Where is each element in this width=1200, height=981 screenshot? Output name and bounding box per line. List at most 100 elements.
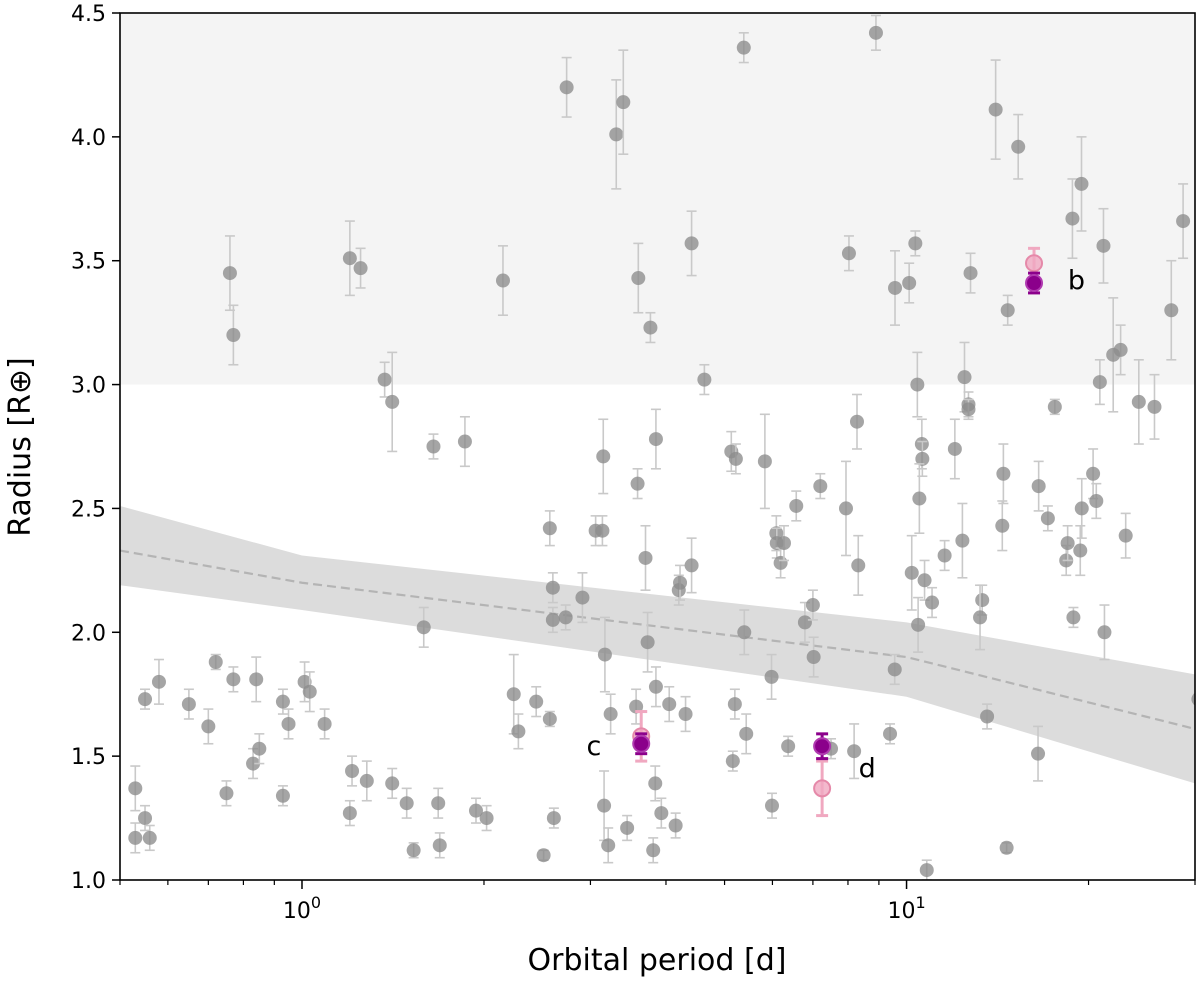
field-planet <box>995 500 1010 552</box>
field-planet <box>868 14 883 51</box>
field-planet <box>151 658 166 705</box>
field-planet-marker <box>353 261 368 276</box>
field-planet-marker <box>1074 501 1089 516</box>
planet-b-alt-marker <box>1025 254 1044 273</box>
field-planet-marker <box>902 276 917 291</box>
field-planet-marker <box>640 635 655 650</box>
field-planet-marker <box>999 840 1014 855</box>
field-planet-marker <box>201 719 216 734</box>
field-planet <box>345 755 360 787</box>
field-planet <box>1060 524 1075 562</box>
field-planet-marker <box>673 575 688 590</box>
field-planet-marker <box>643 320 658 335</box>
field-planet <box>399 787 414 819</box>
field-planet <box>684 537 699 594</box>
field-planet <box>603 693 618 735</box>
field-planet <box>609 79 624 190</box>
field-planet-marker <box>1131 394 1146 409</box>
field-planet-marker <box>773 555 788 570</box>
field-planet <box>353 247 368 289</box>
field-planet-marker <box>980 709 995 724</box>
field-planet-marker <box>638 550 653 565</box>
field-planet <box>1147 373 1162 440</box>
field-planet <box>925 586 940 619</box>
field-planet <box>406 842 421 859</box>
y-tick-label: 3.5 <box>71 250 106 275</box>
field-planet-marker <box>601 838 616 853</box>
field-planet <box>377 361 392 398</box>
field-planet-marker <box>603 707 618 722</box>
field-planet <box>616 49 631 155</box>
field-planet-marker <box>631 271 646 286</box>
y-tick-label: 2.0 <box>71 621 106 646</box>
x-tick-label: 100 <box>283 893 321 924</box>
field-planet <box>648 765 663 802</box>
field-planet-marker <box>654 806 669 821</box>
field-planet-marker <box>545 580 560 595</box>
field-planet-marker <box>1011 139 1026 154</box>
field-planet <box>1096 207 1111 284</box>
field-planet <box>764 653 779 700</box>
field-planet <box>757 413 772 510</box>
planet-label-d: d <box>859 754 876 785</box>
field-planet <box>1118 512 1133 559</box>
field-planet-marker <box>432 838 447 853</box>
field-planet <box>342 220 357 297</box>
field-planet-marker <box>1096 238 1111 253</box>
field-planet-marker <box>961 402 976 417</box>
valley-trend-line <box>120 549 1195 730</box>
field-planet <box>575 572 590 624</box>
field-planet <box>1040 505 1055 532</box>
field-planet-marker <box>431 796 446 811</box>
field-planet-marker <box>506 687 521 702</box>
field-planet-marker <box>208 655 223 670</box>
field-planet <box>678 695 693 733</box>
field-planet <box>385 767 400 800</box>
field-planet <box>851 534 866 596</box>
field-planet-marker <box>728 451 743 466</box>
field-planet <box>302 671 317 713</box>
field-planet-marker <box>975 593 990 608</box>
field-planet-marker <box>246 756 261 771</box>
field-planet <box>849 393 864 450</box>
field-planet-marker <box>377 372 392 387</box>
field-planet <box>529 685 544 718</box>
field-planet <box>737 609 752 656</box>
field-planet-marker <box>609 127 624 142</box>
field-planet <box>902 262 917 304</box>
field-planet-marker <box>1113 342 1128 357</box>
field-planet <box>597 770 612 842</box>
field-planet <box>638 524 653 591</box>
field-planet <box>1066 606 1081 629</box>
field-planet <box>955 502 970 579</box>
x-axis-label: Orbital period [d] <box>528 943 787 978</box>
field-planet <box>495 245 510 317</box>
field-planet <box>275 785 290 807</box>
field-planet <box>728 443 743 475</box>
field-planet <box>1031 725 1046 782</box>
field-planet <box>201 708 216 745</box>
field-planet <box>668 812 683 839</box>
field-planet <box>1073 524 1088 577</box>
field-planet-marker <box>904 565 919 580</box>
y-tick-label: 1.0 <box>71 869 106 894</box>
axes: 1.0 1.5 2.0 2.5 3.0 3.5 4.0 4.5 100 101 <box>71 2 1196 924</box>
field-planet <box>359 760 374 802</box>
field-planet <box>988 59 1003 160</box>
field-planet <box>646 837 661 864</box>
field-planet-marker <box>684 558 699 573</box>
field-planet-marker <box>511 724 526 739</box>
field-planet-marker <box>849 414 864 429</box>
field-planet <box>725 750 740 772</box>
field-planet <box>1000 294 1015 326</box>
field-planet-marker <box>888 280 903 295</box>
field-planet <box>917 559 932 601</box>
planet-b: b <box>1025 246 1085 297</box>
field-planet-marker <box>789 498 804 513</box>
field-planet-marker <box>908 236 923 251</box>
field-planet <box>219 780 234 807</box>
field-planet <box>911 596 926 653</box>
field-planet <box>601 827 616 864</box>
field-planet-marker <box>542 711 557 726</box>
field-planet-marker <box>345 764 360 779</box>
